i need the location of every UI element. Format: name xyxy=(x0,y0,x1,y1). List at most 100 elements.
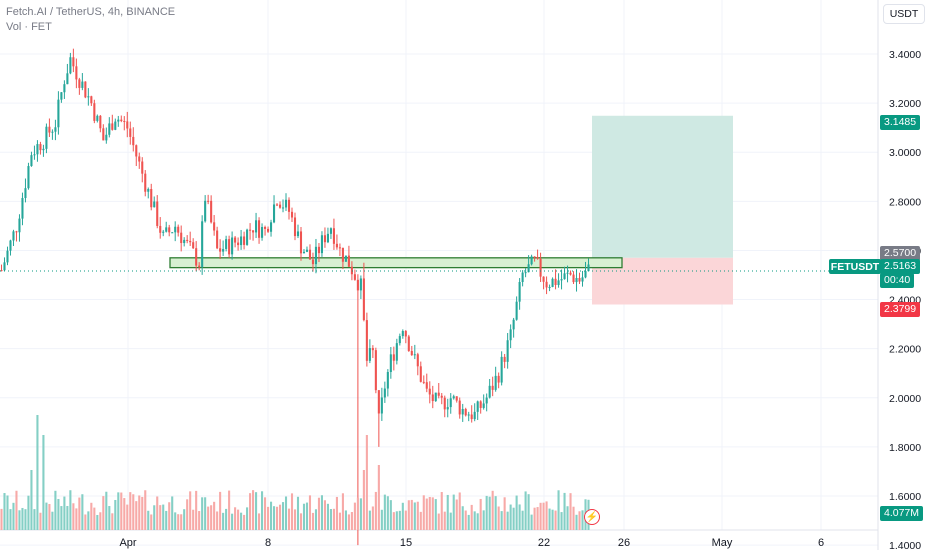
volume-bar xyxy=(129,492,132,530)
volume-bar xyxy=(380,509,383,530)
volume-bar xyxy=(246,507,249,530)
candle-body xyxy=(15,231,18,233)
volume-bar xyxy=(120,492,123,530)
volume-bar xyxy=(536,507,539,530)
volume-bar xyxy=(383,494,386,530)
volume-bar xyxy=(108,506,111,530)
candle-body xyxy=(536,256,539,259)
candle-body xyxy=(467,414,470,416)
volume-bar xyxy=(464,510,467,530)
volume-bar xyxy=(201,497,204,530)
volume-bar xyxy=(434,499,437,530)
y-tick-label: 2.0000 xyxy=(889,393,921,405)
volume-bar xyxy=(39,512,42,530)
volume-bar xyxy=(548,508,551,530)
volume-bar xyxy=(141,496,144,530)
candle-body xyxy=(93,103,96,121)
candle-body xyxy=(455,396,458,401)
volume-bar xyxy=(347,514,350,530)
volume-bar xyxy=(392,512,395,530)
candle-body xyxy=(452,396,455,399)
x-tick-label: Apr xyxy=(119,537,136,549)
candle-body xyxy=(66,73,69,85)
candle-body xyxy=(518,282,521,302)
volume-bar xyxy=(90,502,93,530)
candle-body xyxy=(138,156,141,162)
candle-body xyxy=(317,246,321,254)
volume-bar xyxy=(371,506,374,530)
candle-body xyxy=(222,248,225,252)
volume-bar xyxy=(308,495,312,530)
volume-bar xyxy=(533,507,536,530)
volume-bar xyxy=(255,492,258,530)
candle-body xyxy=(572,274,575,283)
volume-bar xyxy=(467,514,470,530)
y-tick-label: 1.4000 xyxy=(889,540,921,550)
volume-bar xyxy=(344,510,347,530)
volume-bar xyxy=(78,497,81,530)
volume-bar xyxy=(524,491,527,530)
candle-body xyxy=(231,237,234,255)
y-tick-label: 3.4000 xyxy=(889,49,921,61)
candle-body xyxy=(587,264,590,272)
volume-bar xyxy=(290,493,294,530)
candle-body xyxy=(398,336,401,344)
candle-body xyxy=(216,230,219,249)
candle-body xyxy=(48,126,51,133)
y-tick-label: 1.6000 xyxy=(889,491,921,503)
candle-body xyxy=(554,278,557,286)
candle-body xyxy=(425,382,428,389)
x-tick-label: 26 xyxy=(618,537,630,549)
candle-body xyxy=(252,230,255,233)
volume-bar xyxy=(365,435,368,530)
volume-bar xyxy=(135,501,138,530)
candle-body xyxy=(45,126,48,149)
volume-bar xyxy=(287,508,291,530)
candle-body xyxy=(225,239,228,249)
candle-body xyxy=(458,400,461,415)
candle-body xyxy=(105,134,108,141)
candle-body xyxy=(72,57,75,67)
volume-bar xyxy=(521,510,524,530)
volume-bar xyxy=(162,504,165,530)
candle-body xyxy=(204,200,207,222)
volume-bar xyxy=(102,496,105,530)
candle-body xyxy=(141,161,144,174)
candle-body xyxy=(171,232,174,234)
candle-body xyxy=(551,278,554,287)
candle-body xyxy=(410,350,413,356)
candle-body xyxy=(314,246,318,265)
candle-body xyxy=(12,231,15,241)
candle-body xyxy=(566,272,569,274)
candle-body xyxy=(368,348,371,361)
profit-zone xyxy=(592,115,733,258)
candle-body xyxy=(174,226,177,233)
volume-bar xyxy=(530,514,533,530)
volume-bar xyxy=(329,509,332,530)
candle-body xyxy=(488,385,491,398)
volume-bar xyxy=(266,506,270,530)
candle-body xyxy=(323,235,326,243)
volume-bar xyxy=(180,514,183,530)
volume-bar xyxy=(341,493,344,530)
candle-body xyxy=(380,397,383,414)
y-tick-label: 3.0000 xyxy=(889,147,921,159)
candle-body xyxy=(395,343,398,361)
candle-body xyxy=(144,173,147,192)
candle-body xyxy=(81,81,84,88)
candle-body xyxy=(219,248,222,252)
volume-bar xyxy=(455,499,458,530)
candle-body xyxy=(51,131,54,133)
candle-body xyxy=(413,354,416,356)
volume-bar xyxy=(204,497,207,530)
candle-body xyxy=(99,115,102,129)
candle-body xyxy=(30,155,33,167)
lightning-icon[interactable]: ⚡ xyxy=(584,509,600,525)
candle-body xyxy=(383,388,386,398)
volume-bar xyxy=(138,495,141,530)
candle-body xyxy=(527,264,530,273)
candle-body xyxy=(108,123,111,135)
currency-button[interactable]: USDT xyxy=(883,4,925,24)
candle-body xyxy=(305,249,309,252)
